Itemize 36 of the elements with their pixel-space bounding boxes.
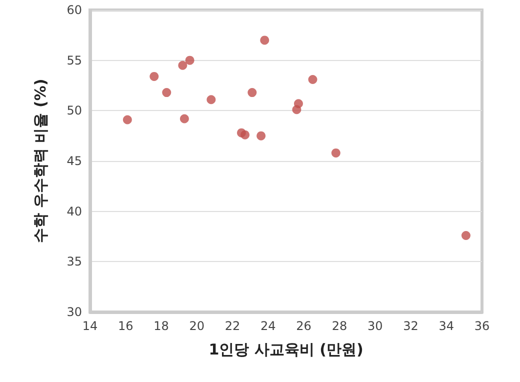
point: [240, 130, 250, 140]
y-tick-label: 45: [66, 154, 82, 168]
y-tick-label: 40: [66, 204, 82, 218]
point: [294, 99, 303, 108]
point: [150, 72, 159, 81]
x-tick-label: 16: [118, 319, 134, 333]
point: [331, 148, 340, 158]
point: [461, 230, 470, 240]
x-tick-label: 14: [82, 319, 98, 333]
x-tick-label: 32: [403, 319, 418, 333]
point: [308, 74, 318, 84]
x-axis-title: 1인당 사교육비 (만원): [208, 340, 364, 358]
y-tick-label: 55: [66, 53, 82, 68]
y-axis-title: 수학 우수학력 비율 (%): [32, 78, 50, 244]
x-tick-label: 20: [189, 319, 205, 333]
x-tick-label: 18: [154, 319, 169, 333]
y-tick-label: 30: [66, 305, 82, 319]
y-tick-label: 60: [66, 3, 82, 17]
y-tick-label: 50: [66, 104, 82, 118]
x-tick-label: 28: [332, 319, 348, 333]
point: [180, 114, 189, 124]
x-tick-label: 24: [260, 319, 276, 333]
x-tick-label: 30: [367, 319, 383, 333]
point: [178, 60, 188, 70]
point: [248, 88, 257, 98]
point: [256, 131, 266, 140]
x-tick-label: 22: [224, 319, 240, 333]
point: [122, 115, 132, 124]
x-tick-label: 26: [296, 319, 312, 333]
point: [260, 36, 270, 45]
point: [206, 95, 216, 104]
x-tick-label: 34: [438, 319, 454, 333]
point: [185, 56, 194, 65]
y-tick-label: 35: [66, 254, 82, 269]
point: [162, 88, 172, 98]
x-tick-label: 36: [474, 319, 490, 333]
